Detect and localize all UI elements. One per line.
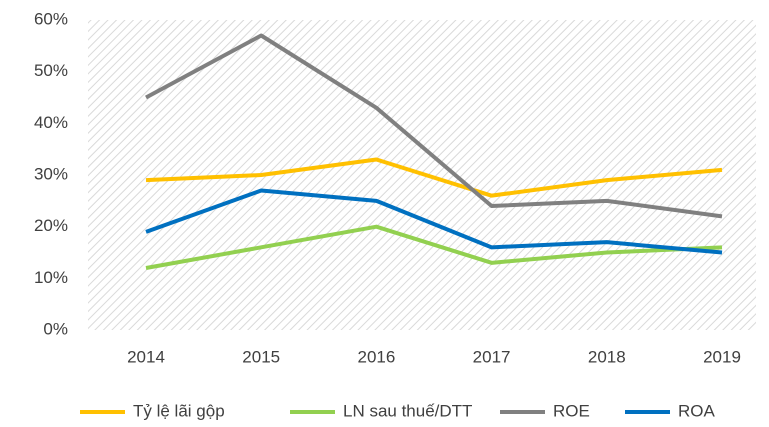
- y-tick-label: 60%: [34, 9, 68, 28]
- legend-label: ROE: [553, 401, 590, 420]
- series-line: [145, 33, 723, 219]
- legend-label: Tỷ lệ lãi gộp: [133, 401, 225, 420]
- x-tick-label: 2017: [473, 347, 511, 366]
- legend-label: ROA: [678, 401, 716, 420]
- x-tick-label: 2019: [703, 347, 741, 366]
- series-line: [145, 157, 723, 198]
- x-tick-label: 2014: [127, 347, 165, 366]
- series-line: [145, 224, 723, 270]
- y-tick-label: 20%: [34, 216, 68, 235]
- x-tick-label: 2016: [357, 347, 395, 366]
- x-tick-label: 2015: [242, 347, 280, 366]
- legend-label: LN sau thuế/DTT: [343, 401, 472, 420]
- series-line: [145, 188, 723, 255]
- x-tick-label: 2018: [588, 347, 626, 366]
- y-tick-label: 10%: [34, 268, 68, 287]
- y-tick-label: 50%: [34, 61, 68, 80]
- y-tick-label: 40%: [34, 113, 68, 132]
- y-tick-label: 0%: [43, 319, 68, 338]
- y-tick-label: 30%: [34, 164, 68, 183]
